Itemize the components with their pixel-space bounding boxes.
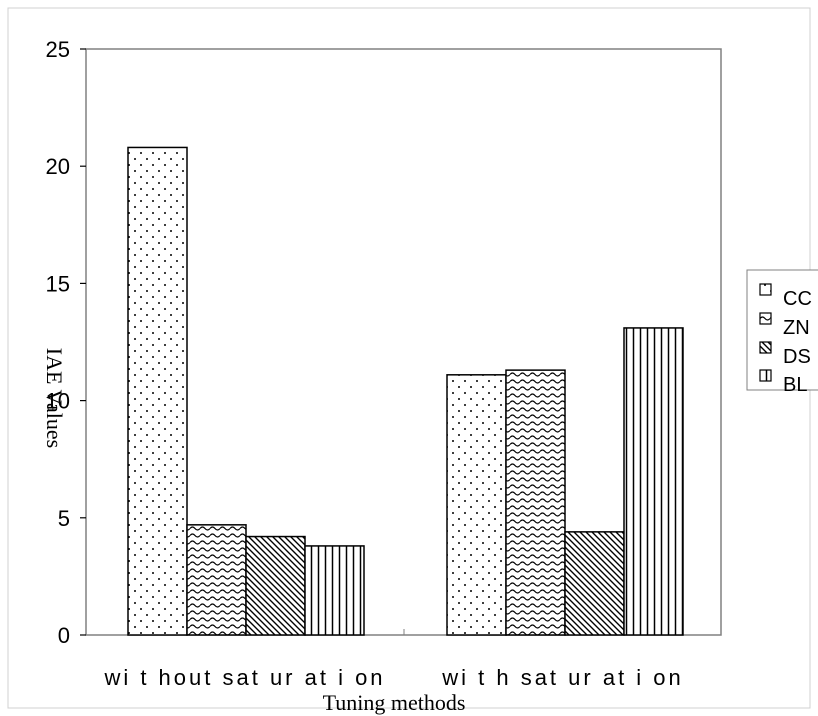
legend-swatch-cc: [759, 283, 772, 296]
legend-swatch-bl: [759, 369, 772, 382]
bar-ds-without-saturation: [245, 535, 306, 636]
bar-ds-with-saturation: [564, 531, 625, 636]
legend: CC ZN DS BL: [746, 269, 818, 396]
y-tick-layer: 0 5 10 15 20 25: [46, 37, 405, 648]
bars-layer: [127, 146, 684, 636]
x-axis-label: Tuning methods: [323, 690, 466, 715]
y-tick-label: 0: [58, 623, 70, 648]
bar-zn-without-saturation: [186, 524, 247, 636]
y-tick-label: 5: [58, 506, 70, 531]
y-axis-label: IAE Values: [42, 348, 67, 448]
bar-zn-with-saturation: [505, 369, 566, 636]
y-tick-label: 20: [46, 154, 70, 179]
legend-box: [746, 269, 818, 391]
bar-cc-with-saturation: [446, 374, 507, 636]
y-tick-label: 10: [46, 389, 70, 414]
y-tick-label: 25: [46, 37, 70, 62]
x-tick-label-without-saturation: wi t hout sat ur at i on: [103, 665, 385, 690]
y-tick-label: 15: [46, 271, 70, 296]
legend-label-cc: CC: [783, 288, 812, 310]
legend-swatch-ds: [759, 341, 772, 354]
bar-cc-without-saturation: [127, 146, 188, 636]
legend-label-ds: DS: [783, 346, 811, 368]
bar-bl-without-saturation: [304, 545, 365, 636]
x-tick-label-with-saturation: wi t h sat ur at i on: [441, 665, 684, 690]
legend-label-bl: BL: [783, 374, 807, 396]
bar-bl-with-saturation: [623, 327, 684, 636]
legend-swatch-zn: [759, 312, 772, 325]
legend-label-zn: ZN: [783, 317, 810, 339]
